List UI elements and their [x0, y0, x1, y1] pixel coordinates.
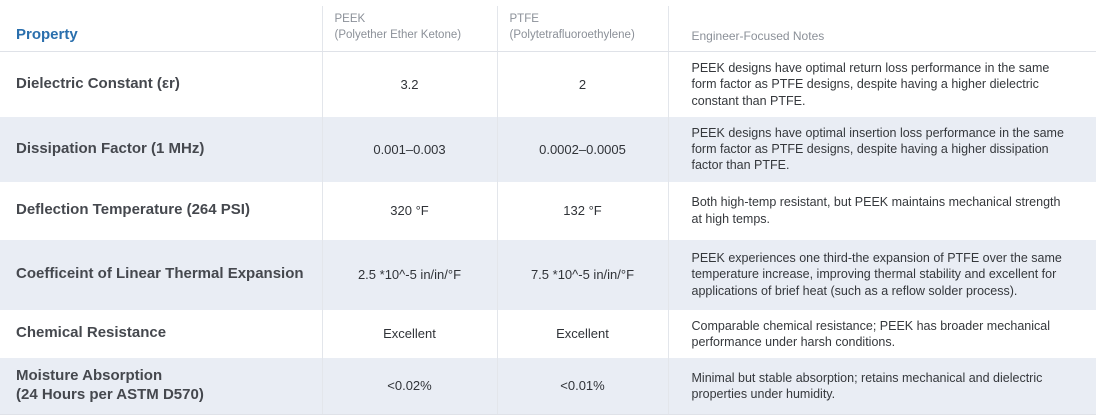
ptfe-value-cell: 132 °F: [496, 181, 668, 240]
peek-header-name: PEEK: [334, 13, 366, 25]
notes-cell: PEEK designs have optimal insertion loss…: [667, 116, 1096, 182]
property-cell: Moisture Absorption (24 Hours per ASTM D…: [0, 358, 322, 415]
notes-cell: PEEK experiences one third-the expansion…: [667, 239, 1096, 310]
property-cell: Dissipation Factor (1 MHz): [16, 139, 205, 157]
peek-value-cell: 2.5 *10^-5 in/in/°F: [321, 239, 497, 310]
ptfe-header-name: PTFE: [509, 13, 539, 25]
column-header-ptfe: PTFE (Polytetrafluoroethylene): [496, 6, 668, 53]
ptfe-value-cell: 2: [496, 51, 668, 117]
peek-value-cell: <0.02%: [321, 358, 497, 415]
column-header-notes: Engineer-Focused Notes: [667, 6, 1096, 53]
property-cell: Chemical Resistance: [16, 324, 167, 342]
table-row: Moisture Absorption (24 Hours per ASTM D…: [0, 358, 1096, 415]
ptfe-value-cell: <0.01%: [496, 358, 668, 415]
material-comparison-panel: Property PEEK (Polyether Ether Ketone) P…: [0, 6, 1096, 415]
notes-cell: Minimal but stable absorption; retains m…: [667, 358, 1096, 415]
header-row: Property PEEK (Polyether Ether Ketone) P…: [0, 6, 1096, 53]
column-header-property: Property: [0, 6, 322, 53]
ptfe-value-cell: 0.0002–0.0005: [496, 116, 668, 182]
column-header-peek: PEEK (Polyether Ether Ketone): [321, 6, 497, 53]
table-body: Dielectric Constant (εr) 3.2 2 PEEK designs…: [0, 51, 1096, 415]
notes-cell: Both high-temp resistant, but PEEK maint…: [667, 181, 1096, 240]
ptfe-value-cell: 7.5 *10^-5 in/in/°F: [496, 239, 668, 310]
ptfe-header-fullname: (Polytetrafluoroethylene): [509, 28, 635, 41]
table-header: Property PEEK (Polyether Ether Ketone) P…: [0, 6, 1096, 53]
table-row: Chemical Resistance Excellent Excellent Com…: [0, 309, 1096, 359]
peek-value-cell: 3.2: [321, 51, 497, 117]
peek-header-fullname: (Polyether Ether Ketone): [334, 28, 462, 41]
peek-value-cell: 320 °F: [321, 181, 497, 240]
property-cell: Dielectric Constant (εr): [16, 75, 180, 93]
peek-value-cell: 0.001–0.003: [321, 116, 497, 182]
comparison-table: Property PEEK (Polyether Ether Ketone) P…: [0, 6, 1096, 415]
property-cell: Deflection Temperature (264 PSI): [16, 201, 250, 219]
table-row: Dielectric Constant (εr) 3.2 2 PEEK designs…: [0, 51, 1096, 117]
notes-cell: PEEK designs have optimal return loss pe…: [667, 51, 1096, 117]
peek-value-cell: Excellent: [321, 309, 497, 359]
property-cell: Coefficeint of Linear Thermal Expansion: [16, 265, 304, 283]
notes-cell: Comparable chemical resistance; PEEK has…: [667, 309, 1096, 359]
table-row: Coefficeint of Linear Thermal Expansion 2…: [0, 239, 1096, 310]
table-row: Deflection Temperature (264 PSI) 320 °F 13…: [0, 181, 1096, 240]
ptfe-value-cell: Excellent: [496, 309, 668, 359]
table-row: Dissipation Factor (1 MHz) 0.001–0.003 0.0…: [0, 116, 1096, 182]
